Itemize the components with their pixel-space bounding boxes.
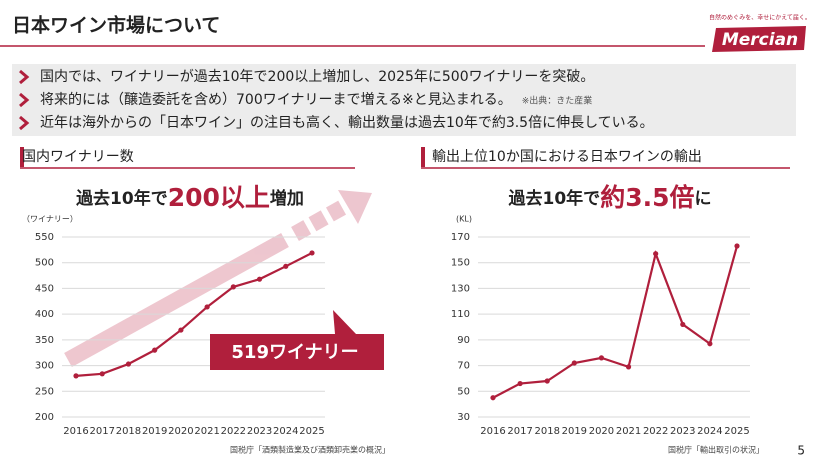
data-point bbox=[544, 378, 550, 384]
x-tick-label: 2019 bbox=[142, 426, 167, 437]
headline-part: 過去10年で bbox=[76, 188, 168, 209]
y-tick-label: 500 bbox=[35, 258, 54, 269]
y-axis-unit: (KL) bbox=[456, 215, 472, 224]
y-tick-label: 200 bbox=[35, 412, 54, 423]
x-tick-label: 2018 bbox=[534, 426, 559, 437]
y-tick-label: 90 bbox=[457, 335, 470, 346]
x-tick-label: 2019 bbox=[562, 426, 587, 437]
bullet-chevron bbox=[19, 92, 30, 108]
data-point bbox=[125, 361, 132, 367]
x-tick-label: 2021 bbox=[616, 426, 641, 437]
headline-part: に bbox=[694, 189, 711, 209]
y-tick-label: 350 bbox=[35, 335, 54, 346]
x-tick-label: 2016 bbox=[480, 426, 505, 437]
data-point bbox=[653, 251, 659, 257]
x-tick-label: 2024 bbox=[273, 426, 298, 437]
x-tick-label: 2024 bbox=[697, 426, 722, 437]
x-tick-label: 2023 bbox=[247, 426, 272, 437]
data-point bbox=[571, 360, 577, 366]
x-tick-label: 2021 bbox=[194, 426, 219, 437]
y-tick-label: 130 bbox=[451, 283, 470, 294]
bullet-text: 近年は海外からの「日本ワイン」の注目も高く、輸出数量は過去10年で約3.5倍に伸… bbox=[40, 114, 654, 131]
x-tick-label: 2018 bbox=[116, 426, 141, 437]
y-tick-label: 50 bbox=[457, 386, 470, 397]
logo: 自然のめぐみを、幸せにかえて届く。 Mercian bbox=[709, 10, 811, 56]
y-tick-label: 300 bbox=[35, 361, 54, 372]
x-tick-label: 2022 bbox=[221, 426, 246, 437]
x-tick-label: 2023 bbox=[670, 426, 695, 437]
y-tick-label: 150 bbox=[451, 258, 470, 269]
data-point bbox=[309, 250, 315, 256]
headline-part: 増加 bbox=[270, 188, 304, 209]
y-tick-label: 550 bbox=[35, 232, 54, 243]
data-point bbox=[178, 327, 184, 333]
bullet-chevron bbox=[19, 69, 30, 85]
data-point bbox=[490, 395, 496, 401]
data-point bbox=[707, 341, 713, 347]
headline-part: 200以上 bbox=[168, 183, 270, 212]
x-tick-label: 2022 bbox=[643, 426, 668, 437]
y-tick-label: 400 bbox=[35, 309, 54, 320]
bullet-note: ※出典：きた産業 bbox=[522, 95, 593, 107]
callout-text: 519ワイナリー bbox=[231, 342, 358, 363]
data-point bbox=[152, 347, 158, 353]
page-number: 5 bbox=[797, 444, 805, 458]
data-point bbox=[73, 373, 79, 379]
x-tick-label: 2017 bbox=[89, 426, 114, 437]
y-tick-label: 70 bbox=[457, 361, 470, 372]
y-tick-label: 170 bbox=[451, 232, 470, 243]
x-tick-label: 2025 bbox=[724, 426, 749, 437]
y-tick-label: 450 bbox=[35, 283, 54, 294]
headline-part: 約3.5倍 bbox=[600, 183, 694, 212]
slide-title: 日本ワイン市場について bbox=[12, 14, 220, 37]
data-point bbox=[204, 304, 210, 310]
bullet-chevron bbox=[19, 115, 30, 131]
y-tick-label: 110 bbox=[451, 309, 470, 320]
x-tick-label: 2025 bbox=[299, 426, 324, 437]
x-tick-label: 2017 bbox=[507, 426, 532, 437]
bullet-text: 国内では、ワイナリーが過去10年で200以上増加し、2025年に500ワイナリー… bbox=[40, 69, 594, 85]
logo-name: Mercian bbox=[722, 30, 798, 50]
data-point bbox=[99, 371, 105, 377]
series-line bbox=[492, 245, 739, 399]
chart-title: 輸出上位10か国における日本ワインの輸出 bbox=[432, 149, 702, 165]
x-tick-label: 2016 bbox=[63, 426, 88, 437]
series-line bbox=[75, 251, 313, 377]
logo-tagline: 自然のめぐみを、幸せにかえて届く。 bbox=[709, 14, 811, 22]
data-point bbox=[734, 243, 740, 249]
y-tick-label: 30 bbox=[457, 412, 470, 423]
data-point bbox=[625, 364, 632, 370]
source-note: 国税庁「酒類製造業及び酒類卸売業の概況」 bbox=[230, 445, 390, 455]
x-tick-label: 2020 bbox=[168, 426, 193, 437]
data-point bbox=[230, 284, 236, 290]
section-marker bbox=[421, 147, 425, 167]
bullet-box bbox=[12, 64, 796, 136]
section-marker bbox=[20, 147, 24, 167]
bullet-text: 将来的には（醸造委託を含め）700ワイナリーまで増える※と見込まれる。 bbox=[40, 92, 512, 108]
source-note: 国税庁「輸出取引の状況」 bbox=[668, 445, 764, 455]
data-point bbox=[598, 355, 605, 361]
callout-box bbox=[210, 310, 384, 370]
y-tick-label: 250 bbox=[35, 386, 54, 397]
data-point bbox=[517, 380, 523, 387]
data-point bbox=[680, 321, 686, 328]
data-point bbox=[256, 276, 263, 282]
y-axis-unit: （ワイナリー） bbox=[22, 215, 78, 224]
data-point bbox=[283, 263, 289, 269]
x-tick-label: 2020 bbox=[589, 426, 614, 437]
chart-title: 国内ワイナリー数 bbox=[22, 149, 134, 165]
headline-part: 過去10年で bbox=[509, 188, 601, 209]
chart-headline: 過去10年で200以上増加 bbox=[76, 183, 304, 212]
chart-headline: 過去10年で約3.5倍に bbox=[509, 183, 712, 212]
